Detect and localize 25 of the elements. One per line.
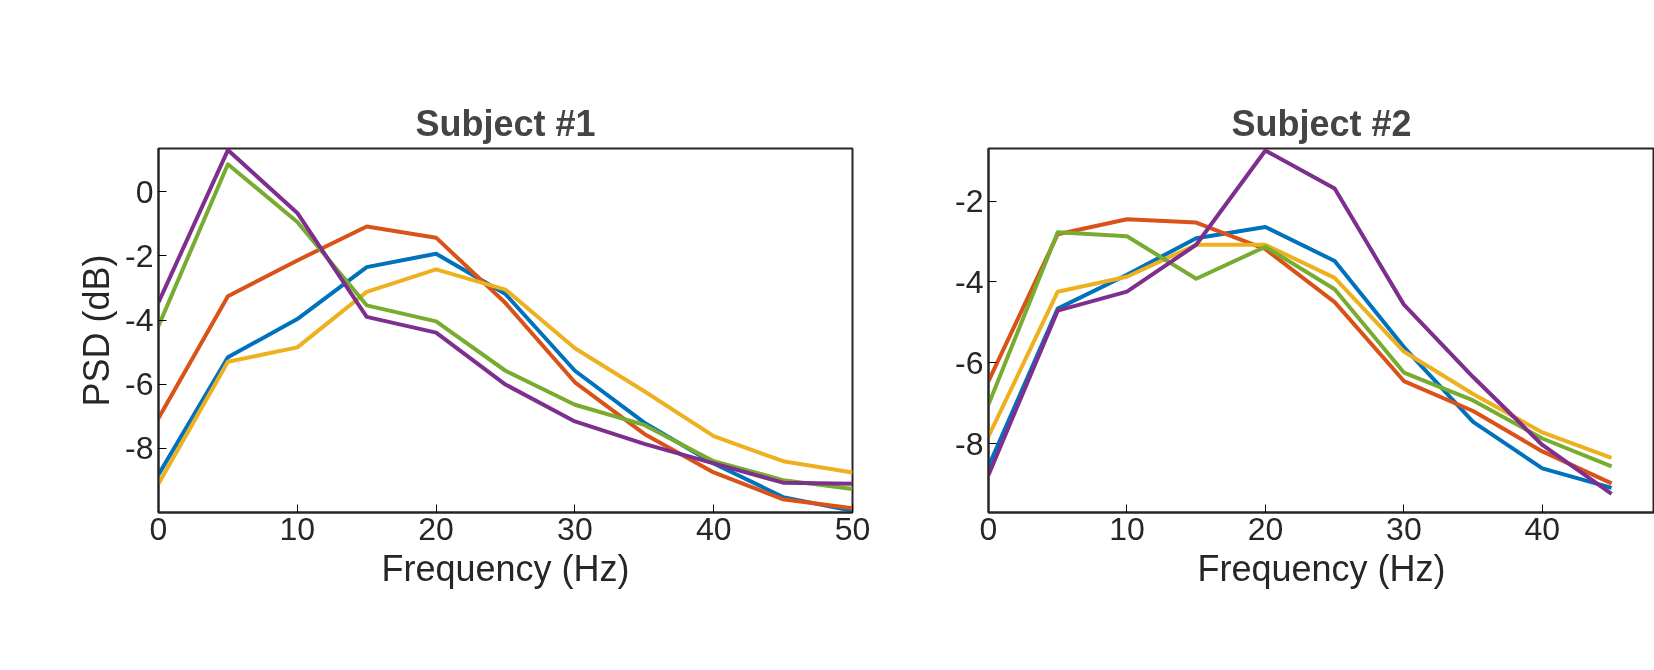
y-tick-label: -6	[955, 344, 984, 381]
y-tick-label: -6	[125, 366, 154, 403]
y-tick-label: -2	[125, 237, 154, 274]
y-tick-label: -8	[125, 430, 154, 467]
chart-title: Subject #2	[1231, 102, 1412, 144]
x-tick-label: 50	[834, 510, 871, 547]
y-tick-label: 0	[135, 173, 154, 210]
y-tick-label: -4	[125, 302, 154, 339]
line-series	[988, 148, 1614, 496]
x-tick-label: 40	[695, 510, 732, 547]
x-axis-title: Frequency (Hz)	[1197, 547, 1446, 589]
chart-title: Subject #1	[415, 102, 596, 144]
x-tick-label: 10	[1109, 510, 1145, 547]
x-axis-title: Frequency (Hz)	[381, 547, 630, 589]
x-tick-label: 40	[1524, 510, 1561, 547]
x-tick-label: 30	[557, 510, 593, 547]
x-tick-label: 20	[1247, 510, 1284, 547]
y-tick-label: -8	[955, 425, 984, 462]
x-tick-label: 30	[1386, 510, 1422, 547]
x-tick-label: 10	[279, 510, 316, 547]
y-tick-label: -4	[955, 263, 984, 300]
line-series	[158, 267, 853, 486]
y-tick-label: -2	[955, 183, 984, 220]
x-tick-label: 20	[418, 510, 454, 547]
y-axis-title: PSD (dB)	[76, 254, 118, 407]
